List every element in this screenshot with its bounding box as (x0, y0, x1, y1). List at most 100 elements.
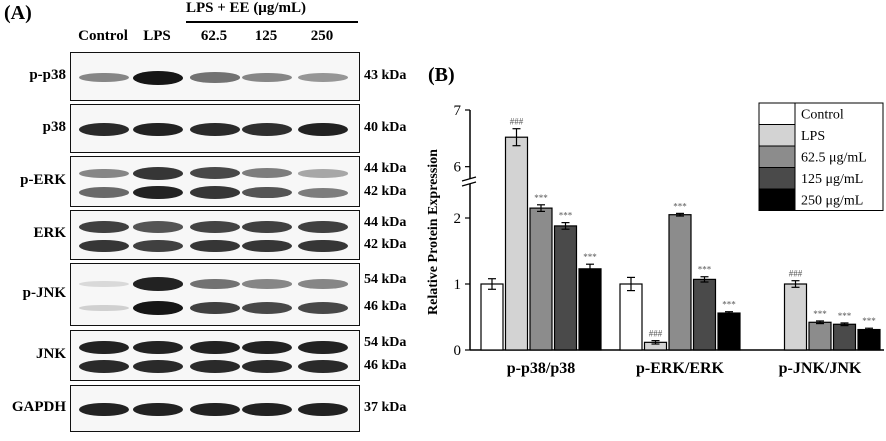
significance-label: *** (583, 252, 597, 262)
blot-band (79, 280, 129, 288)
blot-band (242, 279, 292, 289)
blot-band (190, 72, 240, 83)
blot-band (298, 72, 348, 82)
blot-band (133, 340, 183, 355)
blot-band (298, 169, 348, 178)
significance-label: *** (698, 265, 712, 275)
legend-swatch (758, 124, 796, 147)
bar (619, 283, 643, 351)
blot-band (298, 122, 348, 137)
blot-row-label: p38 (42, 118, 66, 135)
blot-band (79, 72, 129, 83)
blot-band (242, 122, 292, 136)
blot-p-p38 (70, 52, 360, 101)
blot-band (133, 239, 183, 253)
legend-swatch (758, 188, 796, 211)
blot-band (79, 239, 129, 253)
bar (578, 268, 602, 351)
molecular-weight-label: 40 kDa (364, 119, 407, 135)
y-tick-label: 6 (454, 160, 462, 176)
blot-row-label: p-p38 (29, 66, 66, 83)
blot-band (298, 402, 348, 417)
blot-row-label: p-JNK (22, 284, 66, 301)
significance-label: ### (649, 329, 663, 339)
panel-b-label: (B) (428, 64, 455, 86)
blot-band (242, 402, 292, 417)
bar (480, 283, 504, 351)
blot-band (79, 304, 129, 312)
blot-band (79, 122, 129, 137)
lane-label: Control (78, 28, 128, 44)
blot-band (133, 221, 183, 233)
lane-label: 125 (254, 28, 278, 44)
blot-band (133, 301, 183, 316)
bar (783, 283, 808, 351)
lane-label: LPS (143, 28, 171, 44)
legend-swatch (758, 102, 796, 125)
blot-jnk (70, 330, 360, 381)
blot-band (79, 360, 129, 374)
significance-label: ### (789, 269, 803, 279)
bar (504, 136, 529, 351)
blot-p-jnk (70, 263, 360, 326)
blot-band (242, 360, 292, 374)
significance-label: *** (722, 300, 736, 310)
blot-band (190, 167, 240, 180)
lane-label: 250 (310, 28, 334, 44)
blot-band (242, 302, 292, 315)
blot-band (79, 402, 129, 417)
blot-p38 (70, 104, 360, 153)
molecular-weight-label: 54 kDa (364, 271, 407, 287)
axis-break-gap (462, 179, 478, 184)
blot-p-erk (70, 156, 360, 207)
x-category-label: p-JNK/JNK (779, 360, 862, 377)
blot-band (298, 279, 348, 289)
blot-band (190, 239, 240, 253)
blot-band (242, 186, 292, 199)
bar (857, 328, 881, 351)
molecular-weight-label: 46 kDa (364, 299, 407, 315)
y-axis-label: Relative Protein Expression (426, 149, 441, 315)
bar (808, 321, 832, 351)
lane-label: 62.5 (200, 28, 228, 44)
blot-band (298, 340, 348, 355)
significance-label: *** (559, 211, 573, 221)
blot-band (298, 360, 348, 374)
molecular-weight-label: 37 kDa (364, 399, 407, 415)
molecular-weight-label: 46 kDa (364, 357, 407, 373)
y-tick-label: 2 (454, 211, 462, 227)
blot-row-label: p-ERK (20, 171, 66, 188)
legend-swatch (758, 145, 796, 168)
y-tick-label: 7 (454, 103, 462, 119)
significance-label: *** (862, 316, 876, 326)
treatment-header: LPS + EE (μg/mL) (186, 0, 306, 16)
axis-break-mark (461, 181, 477, 187)
blot-erk (70, 210, 360, 260)
blot-band (190, 402, 240, 417)
blot-band (190, 122, 240, 137)
blot-row-label: ERK (33, 225, 66, 241)
legend-label: 62.5 μg/mL (801, 151, 867, 166)
significance-label: ### (510, 117, 524, 127)
x-category-label: p-p38/p38 (507, 360, 575, 377)
bar (668, 214, 692, 351)
blot-band (190, 360, 240, 374)
x-category-label: p-ERK/ERK (636, 360, 725, 377)
blot-band (242, 168, 292, 179)
panel-a-label: (A) (4, 2, 32, 24)
bar (692, 278, 717, 351)
blot-band (79, 187, 129, 199)
significance-label: *** (838, 311, 852, 321)
molecular-weight-label: 44 kDa (364, 161, 407, 177)
blot-band (133, 166, 183, 180)
blot-band (190, 220, 240, 234)
y-tick-label: 0 (454, 343, 462, 359)
blot-band (242, 239, 292, 253)
legend-swatch (758, 167, 796, 190)
blot-band (133, 122, 183, 137)
molecular-weight-label: 54 kDa (364, 335, 407, 351)
blot-band (242, 220, 292, 234)
blot-band (298, 239, 348, 253)
treatment-underline (186, 21, 358, 23)
